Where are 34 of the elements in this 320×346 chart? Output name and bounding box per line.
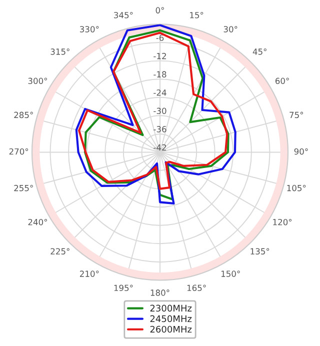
spoke-label: 330° — [80, 26, 99, 32]
y-tick-label: -12 — [154, 52, 166, 60]
spoke-label: 210° — [80, 270, 99, 277]
y-tick-label: -42 — [154, 144, 166, 151]
spoke-label: 255° — [14, 184, 33, 192]
spoke-label: 150° — [221, 270, 240, 277]
spoke-label: 15° — [190, 12, 204, 18]
spoke-label: 45° — [252, 48, 266, 55]
spoke-label: 180° — [150, 290, 170, 296]
spoke-label: 315° — [50, 48, 70, 55]
spoke-label: 30° — [224, 26, 238, 32]
spoke-label: 225° — [50, 248, 70, 254]
spoke-label: 285° — [14, 112, 33, 118]
legend-label: 2300MHz — [150, 304, 192, 312]
spoke-label: 60° — [275, 78, 289, 84]
spoke-label: 240° — [28, 218, 47, 226]
legend-label: 2600MHz — [150, 326, 192, 333]
y-tick-label: -18 — [154, 71, 166, 78]
spoke-label: 165° — [187, 284, 206, 292]
spoke-label: 90° — [294, 148, 308, 155]
spoke-label: 75° — [290, 112, 303, 118]
y-tick-label: -6 — [156, 34, 164, 41]
legend-label: 2450MHz — [150, 315, 192, 322]
spoke-label: 195° — [114, 284, 133, 292]
spoke-label: 120° — [273, 218, 292, 226]
y-tick-label: -30 — [154, 108, 166, 114]
spoke-label: 270° — [9, 148, 28, 155]
y-tick-label: -24 — [154, 89, 166, 96]
spoke-label: 135° — [250, 248, 270, 254]
spoke-label: 300° — [28, 78, 47, 84]
spoke-label: 0° — [156, 7, 164, 14]
spoke-label: 345° — [114, 12, 133, 18]
y-tick-label: -36 — [154, 126, 166, 132]
spoke-label: 105° — [287, 184, 306, 192]
